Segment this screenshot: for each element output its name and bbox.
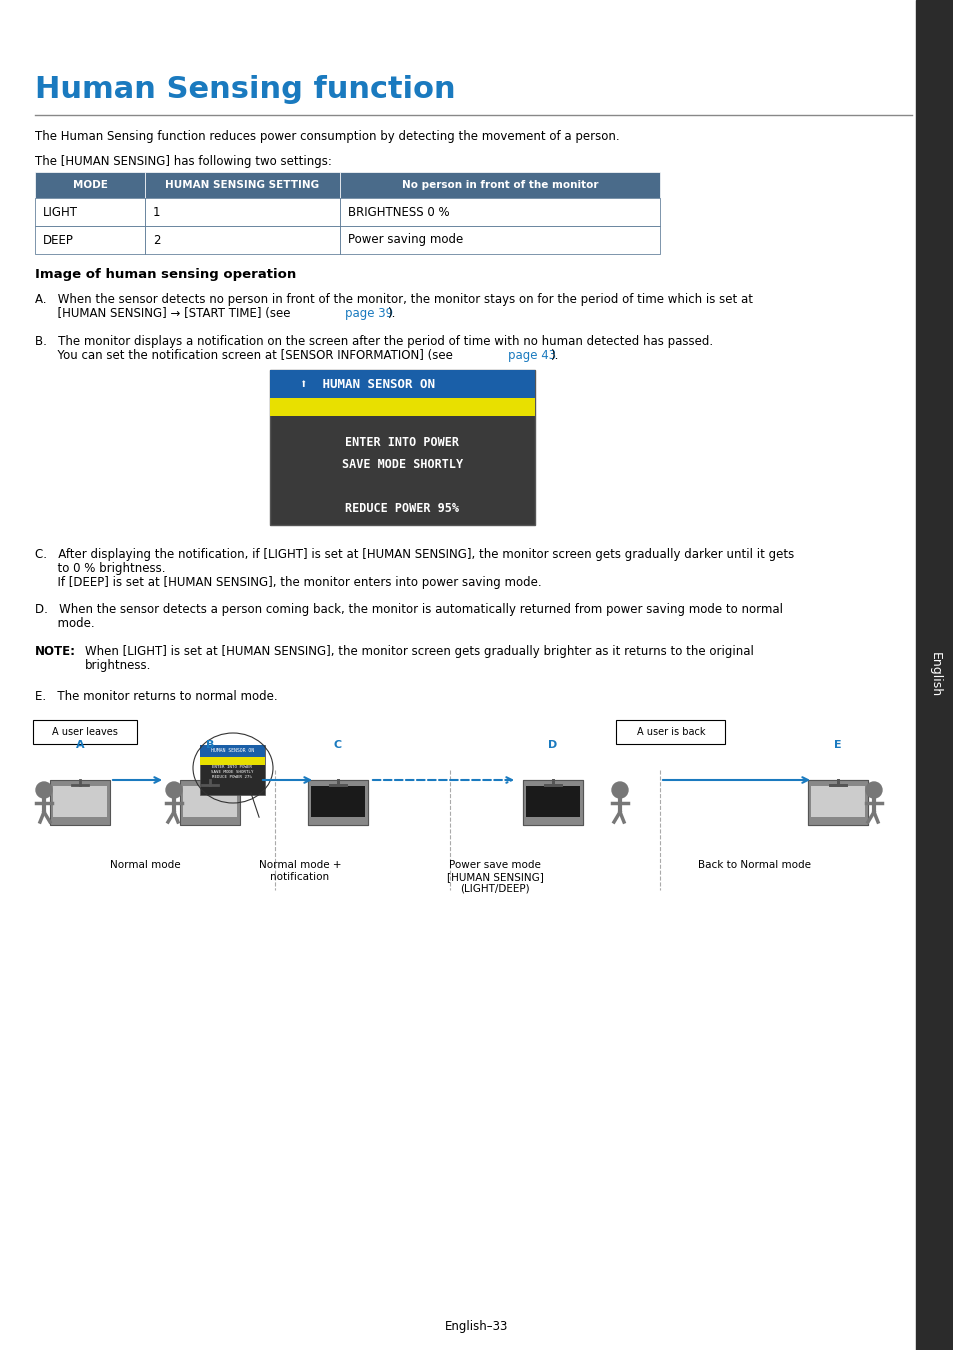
- Text: to 0 % brightness.: to 0 % brightness.: [35, 562, 165, 575]
- Text: A user is back: A user is back: [636, 728, 704, 737]
- Text: English: English: [927, 652, 941, 698]
- Bar: [311, 786, 365, 817]
- Bar: [200, 745, 265, 795]
- Text: B.   The monitor displays a notification on the screen after the period of time : B. The monitor displays a notification o…: [35, 335, 713, 348]
- Circle shape: [166, 782, 182, 798]
- Text: DEEP: DEEP: [43, 234, 73, 247]
- Text: The Human Sensing function reduces power consumption by detecting the movement o: The Human Sensing function reduces power…: [35, 130, 619, 143]
- Bar: [525, 786, 579, 817]
- Text: No person in front of the monitor: No person in front of the monitor: [401, 180, 598, 190]
- FancyBboxPatch shape: [616, 720, 724, 744]
- Text: Power save mode
[HUMAN SENSING]
(LIGHT/DEEP): Power save mode [HUMAN SENSING] (LIGHT/D…: [446, 860, 543, 894]
- Text: page 39: page 39: [345, 306, 393, 320]
- Text: 1: 1: [152, 205, 160, 219]
- Text: HUMAN SENSING SETTING: HUMAN SENSING SETTING: [165, 180, 319, 190]
- Bar: [35, 171, 145, 198]
- Text: E: E: [833, 740, 841, 751]
- Text: Back to Normal mode: Back to Normal mode: [698, 860, 811, 869]
- Bar: [810, 786, 864, 817]
- Bar: [50, 780, 110, 825]
- Bar: [270, 370, 535, 525]
- Bar: [522, 780, 582, 825]
- Bar: [145, 171, 339, 198]
- Text: ENTER INTO POWER
SAVE MODE SHORTLY
REDUCE POWER 27%: ENTER INTO POWER SAVE MODE SHORTLY REDUC…: [211, 764, 253, 779]
- Bar: [807, 780, 867, 825]
- Text: 2: 2: [152, 234, 160, 247]
- Text: brightness.: brightness.: [85, 659, 152, 672]
- Bar: [308, 780, 368, 825]
- Text: C.   After displaying the notification, if [LIGHT] is set at [HUMAN SENSING], th: C. After displaying the notification, if…: [35, 548, 794, 562]
- Text: [HUMAN SENSING] → [START TIME] (see: [HUMAN SENSING] → [START TIME] (see: [35, 306, 294, 320]
- Text: REDUCE POWER 95%: REDUCE POWER 95%: [345, 502, 459, 514]
- Text: The [HUMAN SENSING] has following two settings:: The [HUMAN SENSING] has following two se…: [35, 155, 332, 167]
- Text: A.   When the sensor detects no person in front of the monitor, the monitor stay: A. When the sensor detects no person in …: [35, 293, 752, 306]
- Bar: [53, 786, 107, 817]
- Text: D.   When the sensor detects a person coming back, the monitor is automatically : D. When the sensor detects a person comi…: [35, 603, 782, 616]
- Text: mode.: mode.: [35, 617, 94, 630]
- Text: E.   The monitor returns to normal mode.: E. The monitor returns to normal mode.: [35, 690, 277, 703]
- Text: If [DEEP] is set at [HUMAN SENSING], the monitor enters into power saving mode.: If [DEEP] is set at [HUMAN SENSING], the…: [35, 576, 541, 589]
- Bar: [270, 370, 535, 398]
- Text: page 43: page 43: [507, 350, 556, 362]
- Bar: [339, 225, 659, 254]
- Bar: [145, 225, 339, 254]
- Circle shape: [612, 782, 627, 798]
- Text: NOTE:: NOTE:: [35, 645, 76, 657]
- Bar: [915, 0, 953, 1350]
- Text: English–33: English–33: [445, 1320, 508, 1332]
- Bar: [522, 780, 582, 825]
- Text: A: A: [75, 740, 84, 751]
- Bar: [810, 786, 864, 817]
- Bar: [145, 198, 339, 225]
- FancyBboxPatch shape: [33, 720, 137, 744]
- Circle shape: [36, 782, 52, 798]
- Text: SAVE MODE SHORTLY: SAVE MODE SHORTLY: [341, 458, 462, 471]
- Text: D: D: [548, 740, 558, 751]
- Bar: [180, 780, 240, 825]
- Text: MODE: MODE: [72, 180, 108, 190]
- Bar: [270, 398, 535, 416]
- Text: BRIGHTNESS 0 %: BRIGHTNESS 0 %: [348, 205, 449, 219]
- Text: C: C: [334, 740, 342, 751]
- Bar: [183, 786, 236, 817]
- Text: ⬆  HUMAN SENSOR ON: ⬆ HUMAN SENSOR ON: [299, 378, 435, 390]
- Bar: [35, 198, 145, 225]
- Text: ).: ).: [550, 350, 558, 362]
- Bar: [200, 757, 265, 765]
- Text: Power saving mode: Power saving mode: [348, 234, 463, 247]
- Bar: [807, 780, 867, 825]
- Text: When [LIGHT] is set at [HUMAN SENSING], the monitor screen gets gradually bright: When [LIGHT] is set at [HUMAN SENSING], …: [85, 645, 753, 657]
- Text: ENTER INTO POWER: ENTER INTO POWER: [345, 436, 459, 450]
- Text: B: B: [206, 740, 214, 751]
- Bar: [525, 786, 579, 817]
- Bar: [200, 745, 265, 757]
- Circle shape: [865, 782, 882, 798]
- Text: HUMAN SENSOR ON: HUMAN SENSOR ON: [211, 748, 253, 753]
- Bar: [311, 786, 365, 817]
- Text: You can set the notification screen at [SENSOR INFORMATION] (see: You can set the notification screen at […: [35, 350, 456, 362]
- Bar: [308, 780, 368, 825]
- Bar: [35, 225, 145, 254]
- Text: LIGHT: LIGHT: [43, 205, 78, 219]
- Text: Normal mode: Normal mode: [110, 860, 180, 869]
- Text: ).: ).: [387, 306, 395, 320]
- Bar: [339, 171, 659, 198]
- Text: A user leaves: A user leaves: [52, 728, 118, 737]
- Bar: [339, 198, 659, 225]
- Text: Normal mode +
notification: Normal mode + notification: [258, 860, 341, 882]
- Text: Human Sensing function: Human Sensing function: [35, 76, 456, 104]
- Text: Image of human sensing operation: Image of human sensing operation: [35, 269, 296, 281]
